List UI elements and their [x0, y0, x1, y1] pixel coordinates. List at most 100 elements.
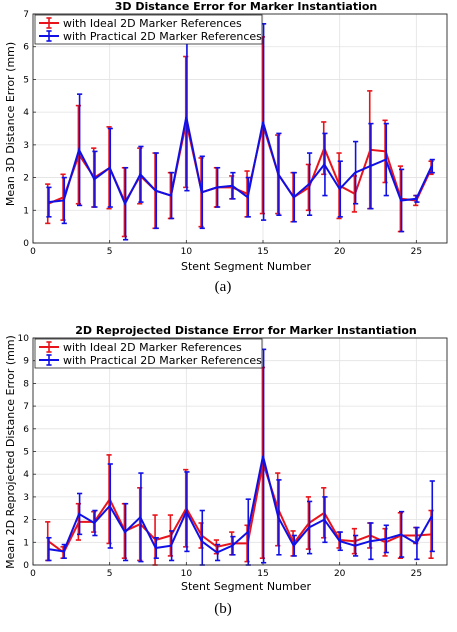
y-tick-label: 6: [23, 425, 29, 435]
series-practical: [46, 348, 435, 566]
x-axis-label: Stent Segment Number: [181, 260, 312, 273]
error-bar: [245, 176, 251, 218]
y-tick-label: 1: [23, 206, 29, 216]
series-line: [48, 116, 433, 207]
y-tick-label: 0: [23, 561, 29, 571]
error-bar: [138, 145, 144, 203]
error-bar: [123, 166, 129, 241]
error-bar: [291, 171, 297, 223]
error-bar: [46, 186, 52, 218]
error-bar: [337, 160, 343, 218]
error-bar: [429, 158, 435, 174]
error-bar: [336, 152, 342, 220]
y-tick-label: 2: [23, 174, 29, 184]
x-tick-label: 10: [181, 569, 193, 579]
x-tick-label: 25: [411, 569, 422, 579]
error-bar: [199, 155, 205, 230]
error-bar: [123, 502, 129, 562]
y-tick-label: 1: [23, 538, 29, 548]
y-tick-label: 6: [23, 43, 29, 53]
error-bar: [353, 140, 359, 205]
error-bar: [291, 534, 297, 557]
error-bar: [399, 168, 405, 233]
chart-3d-distance-error: 3D Distance Error for Marker Instantiati…: [4, 0, 448, 295]
error-bar: [353, 534, 359, 557]
y-tick-label: 7: [23, 10, 29, 20]
x-tick-label: 0: [30, 569, 36, 579]
error-bar: [184, 471, 190, 553]
error-bar: [383, 122, 389, 197]
error-bar: [429, 480, 435, 553]
error-bar: [276, 132, 282, 216]
y-tick-label: 0: [23, 239, 29, 249]
x-tick-label: 0: [30, 247, 36, 257]
x-tick-label: 20: [334, 247, 346, 257]
y-tick-label: 4: [23, 108, 29, 118]
y-tick-label: 5: [23, 448, 29, 458]
error-bar: [77, 93, 83, 207]
error-bar: [322, 132, 328, 197]
error-bar: [383, 524, 389, 554]
x-tick-label: 5: [107, 569, 113, 579]
error-bar: [230, 535, 236, 556]
x-tick-label: 15: [257, 569, 268, 579]
x-tick-label: 15: [257, 247, 268, 257]
legend-label: with Ideal 2D Marker References: [63, 341, 242, 354]
plot-area: [33, 14, 447, 243]
y-axis-label: Mean 3D Distance Error (mm): [4, 42, 17, 206]
error-bar: [46, 536, 52, 562]
error-bar: [169, 530, 175, 562]
error-bar: [307, 152, 313, 216]
error-bar: [307, 500, 313, 555]
error-bar: [414, 526, 420, 561]
legend-label: with Practical 2D Marker References: [63, 354, 262, 367]
series-practical: [46, 23, 435, 241]
error-bar: [107, 127, 113, 208]
error-bar: [107, 463, 113, 549]
error-bar: [337, 531, 343, 552]
series-line: [47, 458, 432, 555]
error-bar: [61, 543, 67, 559]
y-tick-label: 2: [23, 516, 29, 526]
x-tick-label: 20: [334, 569, 346, 579]
y-tick-label: 8: [23, 379, 29, 389]
grid-lines: [32, 337, 447, 566]
legend-label: with Practical 2D Marker References: [63, 30, 262, 43]
legend-label: with Ideal 2D Marker References: [63, 17, 242, 30]
y-tick-label: 9: [23, 357, 29, 367]
error-bar: [215, 543, 221, 562]
x-tick-label: 5: [107, 247, 113, 257]
error-bar: [153, 152, 159, 230]
error-bar: [276, 479, 282, 556]
series-line: [48, 455, 433, 554]
error-bar: [153, 536, 159, 559]
legend-box: [34, 14, 263, 45]
x-axis-label: Stent Segment Number: [181, 580, 312, 593]
y-tick-label: 4: [23, 470, 29, 480]
figure-caption: (a): [215, 279, 232, 295]
y-tick-label: 3: [23, 493, 29, 503]
x-tick-label: 25: [411, 247, 422, 257]
chart-2d-reprojected-distance-error: 2D Reprojected Distance Error for Marker…: [4, 324, 448, 617]
y-tick-label: 5: [23, 75, 29, 85]
y-tick-label: 7: [23, 402, 29, 412]
error-bar: [138, 472, 144, 563]
chart-title: 2D Reprojected Distance Error for Marker…: [75, 324, 417, 337]
chart-title: 3D Distance Error for Marker Instantiati…: [115, 0, 378, 13]
error-bar: [215, 166, 221, 208]
error-bar: [230, 171, 236, 200]
error-bar: [61, 176, 67, 225]
error-bar: [92, 509, 98, 537]
error-bar: [414, 194, 420, 203]
legend-box: [34, 338, 263, 369]
axes-box: [32, 337, 448, 566]
error-bar: [399, 510, 405, 558]
error-bar: [368, 522, 374, 561]
x-tick-label: 10: [181, 247, 193, 257]
error-bar: [322, 496, 328, 544]
error-bar: [77, 492, 83, 536]
y-tick-label: 3: [23, 141, 29, 151]
